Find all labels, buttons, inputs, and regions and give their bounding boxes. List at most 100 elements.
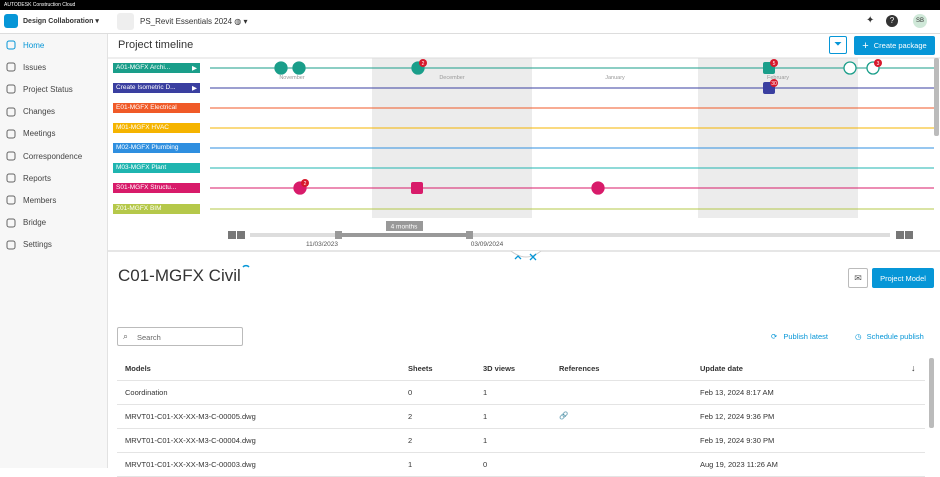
badge-count: 30 xyxy=(771,81,777,87)
nav-item[interactable]: Meetings xyxy=(0,124,108,144)
collapse-button[interactable] xyxy=(514,255,522,260)
package-label[interactable]: M02-MGFX Plumbing xyxy=(113,143,200,153)
schedule-publish-label: Schedule publish xyxy=(866,332,924,341)
milestone[interactable] xyxy=(411,182,423,194)
badge xyxy=(874,59,882,67)
range-handle[interactable] xyxy=(335,231,342,239)
nav-label: Reports xyxy=(23,173,52,183)
nav-icon xyxy=(6,62,16,72)
product-icon xyxy=(4,14,18,28)
nav-item[interactable]: Changes xyxy=(0,102,108,122)
sidebar: Home Issues Project Status Changes Meetings C… xyxy=(0,34,108,468)
create-package-button[interactable]: + Create package xyxy=(854,36,935,55)
package-label[interactable]: E01-MGFX Electrical xyxy=(113,103,200,113)
ai-button[interactable]: ✦ xyxy=(866,15,875,26)
project-switcher[interactable]: PS_Revit Essentials 2024 ◍ ▾ xyxy=(140,17,248,26)
avatar[interactable]: SB xyxy=(913,14,927,28)
package-label[interactable]: A01-MGFX Archi... ▶ xyxy=(113,63,200,73)
milestone[interactable] xyxy=(274,61,288,75)
project-model-label: Project Model xyxy=(880,273,926,283)
nav-label: Project Status xyxy=(23,84,73,94)
email-button[interactable]: ✉ xyxy=(848,268,868,288)
nav-icon xyxy=(6,218,16,228)
nav-item[interactable]: Reports xyxy=(0,168,108,188)
publish-latest-button[interactable]: ⟳ Publish latest xyxy=(771,332,828,341)
nav-item[interactable]: Bridge xyxy=(0,213,108,233)
package-name: M03-MGFX Plant xyxy=(116,164,167,171)
nav-item[interactable]: Home xyxy=(0,35,108,55)
nav-icon xyxy=(6,151,16,161)
month-label: February xyxy=(767,75,789,81)
nav-label: Bridge xyxy=(23,218,47,228)
scroll-first[interactable] xyxy=(228,231,236,239)
nav-icon xyxy=(6,84,16,94)
collapse-tab xyxy=(510,250,542,258)
nav-item[interactable]: Issues xyxy=(0,57,108,77)
nav-icon xyxy=(6,173,16,183)
product-name: Design Collaboration xyxy=(23,18,94,25)
schedule-publish-button[interactable]: ◷ Schedule publish xyxy=(855,332,924,341)
package-name: A01-MGFX Archi... xyxy=(116,64,171,71)
expand-arrow: ▶ xyxy=(192,85,197,92)
badge-count: 2 xyxy=(304,181,307,187)
badge xyxy=(419,59,427,67)
month-label: January xyxy=(605,75,625,81)
scroll-next[interactable] xyxy=(896,231,904,239)
project-model-button[interactable]: Project Model xyxy=(872,268,934,288)
nav-item[interactable]: Members xyxy=(0,190,108,210)
range-track xyxy=(250,233,890,237)
package-label[interactable]: Z01-MGFX BIM xyxy=(113,204,200,214)
package-label[interactable]: S01-MGFX Structu... xyxy=(113,183,200,193)
package-label[interactable]: Create Isometric D... ▶ xyxy=(113,83,200,93)
badge xyxy=(770,59,778,67)
range-selection[interactable] xyxy=(338,233,470,237)
package-title: C01-MGFX Civil xyxy=(118,266,241,285)
package-name: E01-MGFX Electrical xyxy=(116,104,177,111)
package-label[interactable]: M03-MGFX Plant xyxy=(113,163,200,173)
filter-button[interactable]: ⏷ xyxy=(829,36,847,54)
package-name: S01-MGFX Structu... xyxy=(116,184,177,191)
help-button[interactable]: ? xyxy=(886,15,898,27)
scroll-last[interactable] xyxy=(905,231,913,239)
table-scrollbar[interactable] xyxy=(929,358,934,428)
milestone[interactable] xyxy=(292,61,306,75)
package-name: Create Isometric D... xyxy=(116,84,176,91)
product-switcher[interactable]: Design Collaboration ▾ xyxy=(23,18,99,25)
nav-item[interactable]: Correspondence xyxy=(0,146,108,166)
nav-label: Home xyxy=(23,40,45,50)
range-badge xyxy=(386,221,423,231)
badge xyxy=(301,179,309,187)
package-name: M01-MGFX HVAC xyxy=(116,124,169,131)
package-label[interactable]: M01-MGFX HVAC xyxy=(113,123,200,133)
search-placeholder: Search xyxy=(137,333,161,342)
nav-label: Members xyxy=(23,195,57,205)
week-band xyxy=(698,58,858,218)
nav-label: Issues xyxy=(23,62,47,72)
close-button[interactable] xyxy=(529,253,537,261)
timeline-title: Project timeline xyxy=(118,39,194,51)
project-icon xyxy=(117,13,134,30)
brand: AUTODESK Construction Cloud xyxy=(4,2,76,8)
expand-arrow: ▶ xyxy=(192,65,197,72)
nav-item[interactable]: Project Status xyxy=(0,79,108,99)
nav-icon xyxy=(6,129,16,139)
nav-icon xyxy=(6,240,16,250)
month-label: November xyxy=(279,75,305,81)
badge-count: 3 xyxy=(877,61,880,67)
scroll-prev[interactable] xyxy=(237,231,245,239)
publish-latest-label: Publish latest xyxy=(783,332,828,341)
milestone[interactable] xyxy=(591,181,605,195)
nav-item[interactable]: Settings xyxy=(0,235,108,255)
nav-label: Meetings xyxy=(23,129,56,139)
range-end: 03/09/2024 xyxy=(471,241,504,248)
milestone[interactable] xyxy=(843,61,857,75)
week-band xyxy=(372,58,532,218)
range-handle[interactable] xyxy=(466,231,473,239)
package-name: M02-MGFX Plumbing xyxy=(116,144,179,151)
search-input[interactable]: ⌕ Search xyxy=(117,327,243,346)
scrollbar[interactable] xyxy=(934,58,939,136)
project-name: PS_Revit Essentials 2024 xyxy=(140,17,233,26)
